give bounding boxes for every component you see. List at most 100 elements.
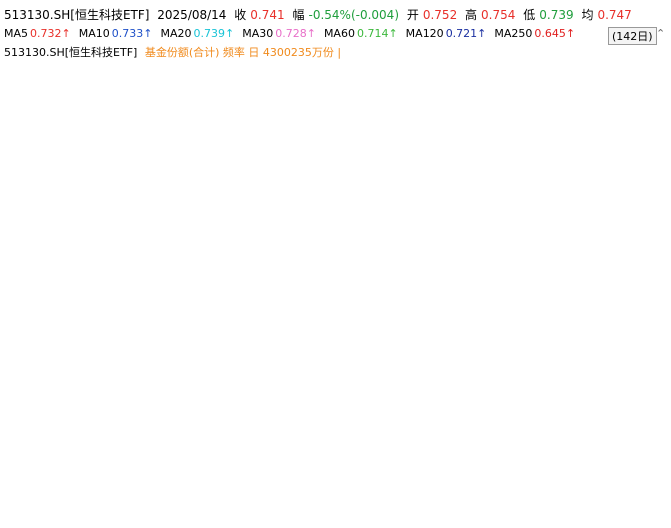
legend-name: MA5 xyxy=(4,27,29,40)
date: 2025/08/14 xyxy=(157,8,227,22)
candle-body xyxy=(183,215,189,243)
change-bar xyxy=(344,485,348,492)
change-bar xyxy=(274,458,278,486)
candle-body xyxy=(513,238,519,250)
change-bar xyxy=(234,473,238,486)
label: 幅 xyxy=(292,8,305,22)
candle-body xyxy=(383,242,389,270)
change-bar xyxy=(194,467,198,486)
x-tick-label: 26-01 xyxy=(506,510,538,523)
candle-body xyxy=(93,269,99,274)
change-title: 基金份额变动 xyxy=(4,410,70,424)
legend-value: 0.721↑ xyxy=(445,27,487,40)
value: 0.747 xyxy=(597,8,632,22)
period-badge[interactable]: (142日) xyxy=(608,27,657,45)
subheader-row: 513130.SH[恒生科技ETF] 基金份额(合计) 频率 日 4300235… xyxy=(4,44,671,60)
change-bar xyxy=(254,470,258,486)
candle-body xyxy=(133,242,139,250)
candle-body xyxy=(433,242,439,256)
legend-name: MA120 xyxy=(405,27,444,40)
legend-name: MA60 xyxy=(323,27,355,40)
candle-body xyxy=(413,249,419,256)
fund-share-line xyxy=(5,59,598,397)
value: 0.741 xyxy=(250,8,285,22)
candle-body xyxy=(103,255,109,274)
value: -0.54%(-0.004) xyxy=(308,8,400,22)
change-bar xyxy=(154,485,158,492)
change-bar xyxy=(14,476,18,486)
annotation: 年线 xyxy=(290,314,328,336)
candle-body xyxy=(43,242,49,266)
change-bar xyxy=(544,470,548,486)
candle-body xyxy=(13,302,19,310)
change-bar xyxy=(454,485,458,489)
crosshair-x-box xyxy=(112,507,214,528)
change-bar xyxy=(34,485,38,489)
collapse-icon[interactable]: ⌃ xyxy=(656,27,666,40)
change-bar xyxy=(114,467,118,486)
change-bar xyxy=(504,482,508,486)
candle-body xyxy=(123,249,129,266)
candle-body xyxy=(193,195,199,216)
badge-text: 142日 xyxy=(616,30,649,43)
change-bar xyxy=(144,476,148,486)
legend-name: MA30 xyxy=(242,27,274,40)
candle-body xyxy=(73,265,79,279)
label: 低 xyxy=(523,8,536,22)
ma-line xyxy=(5,141,597,297)
candle-body xyxy=(503,249,509,274)
label: 高 xyxy=(465,8,478,22)
candle-body xyxy=(33,265,39,287)
candle-body xyxy=(293,175,299,189)
candle-body xyxy=(283,175,289,183)
change-bar xyxy=(334,473,338,486)
candle-body xyxy=(63,251,69,266)
change-bar xyxy=(224,485,228,492)
change-bar xyxy=(124,479,128,486)
change-bar xyxy=(204,476,208,486)
change-bar xyxy=(434,473,438,486)
change-bar xyxy=(444,479,448,486)
y-tick-label: 0.712 xyxy=(634,280,666,293)
candle-body xyxy=(573,238,579,247)
candle-body xyxy=(173,219,179,243)
candle-body xyxy=(53,242,59,252)
legend-name: MA20 xyxy=(160,27,192,40)
change-bar xyxy=(314,479,318,486)
candle-body xyxy=(3,309,9,317)
change-bar xyxy=(524,455,528,486)
candle-body xyxy=(253,87,259,109)
min-label: 0.688 xyxy=(551,312,583,325)
candle-body xyxy=(523,222,529,239)
change-bar xyxy=(184,455,188,486)
y-tick-label: -3.00亿 xyxy=(634,488,671,501)
candle-body xyxy=(443,255,449,263)
ma-line xyxy=(5,223,596,283)
legend-value: 0.732↑ xyxy=(30,27,71,40)
candle-body xyxy=(563,235,569,247)
candle-body xyxy=(23,286,29,303)
candle-body xyxy=(393,242,399,270)
change-bar xyxy=(564,485,568,489)
change-bar xyxy=(364,482,368,486)
candle-body xyxy=(333,182,339,203)
change-bar xyxy=(214,479,218,486)
header-row: 513130.SH[恒生科技ETF] 2025/08/14 收 0.741 幅 -0… xyxy=(4,6,671,23)
y-tick-label: 0.629 xyxy=(634,391,666,404)
crosshair-x-label: 2025-8-14 xyxy=(116,511,179,524)
candle-body xyxy=(303,161,309,189)
change-bar xyxy=(414,476,418,486)
change-bar xyxy=(74,476,78,486)
legend-value: 0.645↑ xyxy=(534,27,576,40)
value: 0.752 xyxy=(422,8,458,22)
candle-body xyxy=(343,195,349,203)
x-tick-label: 25-07 xyxy=(4,510,36,523)
change-bar xyxy=(534,443,538,486)
legend-value: 0.739↑ xyxy=(193,27,235,40)
ma-line xyxy=(35,247,597,400)
change-label: CHANGE: 0.00亿 xyxy=(80,411,170,424)
fund-share-label: 基金份额(合计) 频率 日 4300235万份 | xyxy=(144,46,342,59)
change-bar xyxy=(584,476,588,486)
